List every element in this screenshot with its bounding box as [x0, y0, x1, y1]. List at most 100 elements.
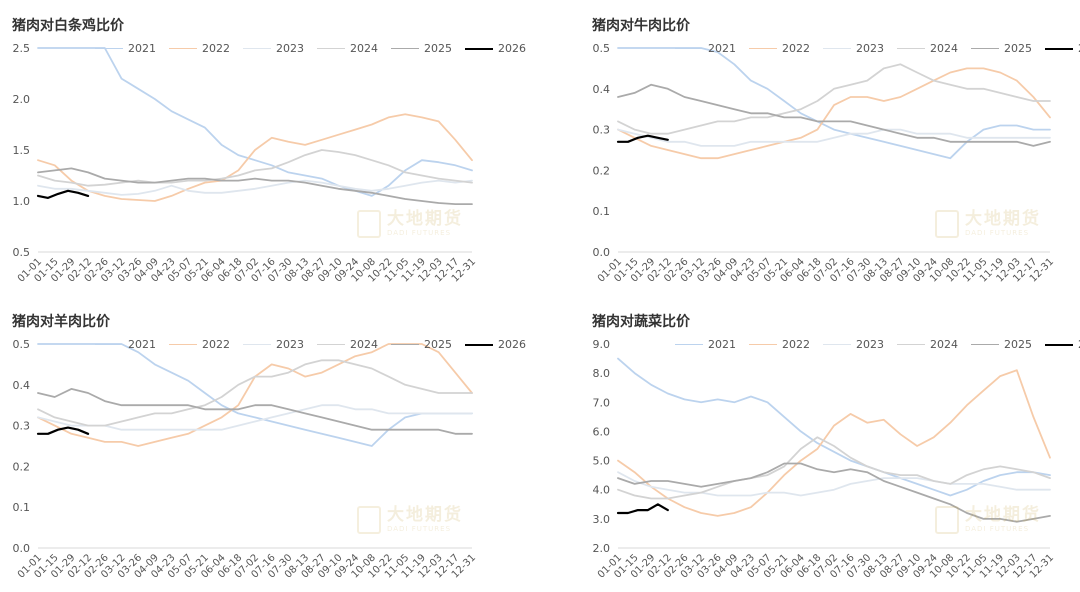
legend-swatch	[391, 344, 419, 345]
legend-label: 2025	[424, 338, 452, 351]
chart-panel-chicken: 猪肉对白条鸡比价 0.5 1.0 1.5 2.0 2.5 01-01 01-15 01-29 0…	[0, 0, 540, 296]
legend-item-2025: 2025	[391, 42, 452, 55]
chart-title: 猪肉对羊肉比价	[12, 314, 110, 330]
legend-swatch	[749, 48, 777, 49]
legend-swatch	[675, 344, 703, 345]
series-line-2026	[616, 503, 669, 515]
legend-label: 2024	[350, 338, 378, 351]
series-line-2026	[36, 426, 90, 435]
series-line-2024	[37, 359, 473, 427]
series-line-2025	[617, 462, 1051, 523]
legend-label: 2021	[708, 42, 736, 55]
legend-swatch	[465, 343, 493, 346]
series-line-2025	[37, 167, 473, 206]
legend-item-2023: 2023	[823, 338, 884, 351]
series-line-2023	[37, 179, 473, 196]
y-tick-label: 0.5	[13, 338, 31, 351]
y-tick-label: 0.1	[13, 501, 31, 514]
legend-item-2022: 2022	[749, 42, 810, 55]
y-tick-label: 6.0	[593, 425, 611, 438]
chart-panel-vegetable: 猪肉对蔬菜比价 2.0 3.0 4.0 5.0 6.0 7.0 8.0 9.0 01-01 01-…	[580, 296, 1080, 592]
legend-swatch	[169, 344, 197, 345]
y-tick-label: 1.0	[13, 195, 31, 208]
legend-label: 2021	[128, 42, 156, 55]
y-tick-label: 3.0	[593, 513, 611, 526]
legend-label: 2024	[350, 42, 378, 55]
y-tick-label: 5.0	[593, 455, 611, 468]
series-line-2024	[37, 149, 473, 187]
legend-label: 2025	[424, 42, 452, 55]
y-tick-label: 0.3	[13, 420, 31, 433]
watermark-logo-icon	[935, 210, 959, 238]
series-line-2025	[617, 83, 1051, 147]
legend-swatch	[317, 344, 345, 345]
legend-item-2026: 2026	[465, 42, 526, 55]
legend-label: 2021	[708, 338, 736, 351]
legend-item-2025: 2025	[971, 338, 1032, 351]
watermark-en: DADI FUTURES	[387, 229, 452, 237]
legend-label: 2024	[930, 338, 958, 351]
watermark: 大地期货 DADI FUTURES	[935, 506, 1041, 534]
y-tick-label: 4.0	[593, 484, 611, 497]
legend-label: 2025	[1004, 338, 1032, 351]
legend-label: 2022	[202, 338, 230, 351]
legend-item-2024: 2024	[897, 42, 958, 55]
y-tick-label: 8.0	[593, 367, 611, 380]
series-line-2026	[616, 134, 669, 143]
series-line-2021	[37, 343, 473, 447]
legend-item-2026: 2026	[1045, 338, 1080, 351]
watermark-logo-icon	[935, 506, 959, 534]
chart-legend: 2021 2022 2023 2024 2025 2026	[95, 42, 539, 55]
series-line-2024	[617, 436, 1051, 500]
watermark-cn: 大地期货	[965, 505, 1041, 525]
series-line-2023	[617, 471, 1051, 497]
chart-plot: 2.03.04.05.06.07.08.09.001-0101-1501-290…	[593, 338, 1057, 581]
legend-label: 2022	[202, 42, 230, 55]
legend-item-2021: 2021	[95, 338, 156, 351]
y-tick-label: 9.0	[593, 338, 611, 351]
series-line-2026	[36, 189, 90, 199]
legend-label: 2021	[128, 338, 156, 351]
legend-label: 2024	[930, 42, 958, 55]
y-tick-label: 1.5	[13, 144, 31, 157]
y-tick-label: 0.3	[593, 124, 611, 137]
legend-item-2026: 2026	[1045, 42, 1080, 55]
chart-panel-beef: 猪肉对牛肉比价 0.0 0.1 0.2 0.3 0.4 0.5 01-01 01-15 01-2…	[580, 0, 1080, 296]
legend-item-2023: 2023	[823, 42, 884, 55]
chart-plot: 0.00.10.20.30.40.501-0101-1501-2902-1202…	[593, 42, 1057, 285]
y-tick-label: 0.2	[13, 460, 31, 473]
legend-swatch	[897, 344, 925, 345]
chart-legend: 2021 2022 2023 2024 2025 2026	[675, 338, 1080, 351]
y-tick-label: 0.0	[593, 246, 611, 259]
chart-panel-mutton: 猪肉对羊肉比价 0.0 0.1 0.2 0.3 0.4 0.5 01-01 01-15 01-2…	[0, 296, 540, 592]
watermark-cn: 大地期货	[965, 209, 1041, 229]
legend-swatch	[317, 48, 345, 49]
y-tick-label: 0.2	[593, 164, 611, 177]
legend-label: 2023	[856, 42, 884, 55]
series-line-2022	[37, 113, 473, 202]
legend-swatch	[95, 344, 123, 345]
y-tick-label: 0.5	[593, 42, 611, 55]
chart-legend: 2021 2022 2023 2024 2025 2026	[675, 42, 1080, 55]
watermark-en: DADI FUTURES	[965, 525, 1030, 533]
chart-plot: 0.00.10.20.30.40.501-0101-1501-2902-1202…	[13, 338, 479, 581]
legend-label: 2023	[276, 338, 304, 351]
chart-title: 猪肉对蔬菜比价	[592, 314, 690, 330]
legend-swatch	[95, 48, 123, 49]
series-line-2023	[617, 128, 1051, 147]
legend-swatch	[1045, 47, 1073, 50]
legend-item-2022: 2022	[169, 42, 230, 55]
watermark-cn: 大地期货	[387, 505, 463, 525]
watermark-cn: 大地期货	[387, 209, 463, 229]
legend-label: 2025	[1004, 42, 1032, 55]
chart-title: 猪肉对白条鸡比价	[12, 18, 124, 34]
y-tick-label: 2.0	[13, 93, 31, 106]
legend-label: 2023	[856, 338, 884, 351]
legend-label: 2026	[498, 42, 526, 55]
legend-swatch	[823, 344, 851, 345]
series-line-2021	[37, 47, 473, 197]
y-tick-label: 0.5	[13, 246, 31, 259]
watermark: 大地期货 DADI FUTURES	[357, 506, 463, 534]
legend-swatch	[1045, 343, 1073, 346]
legend-label: 2026	[1078, 42, 1080, 55]
